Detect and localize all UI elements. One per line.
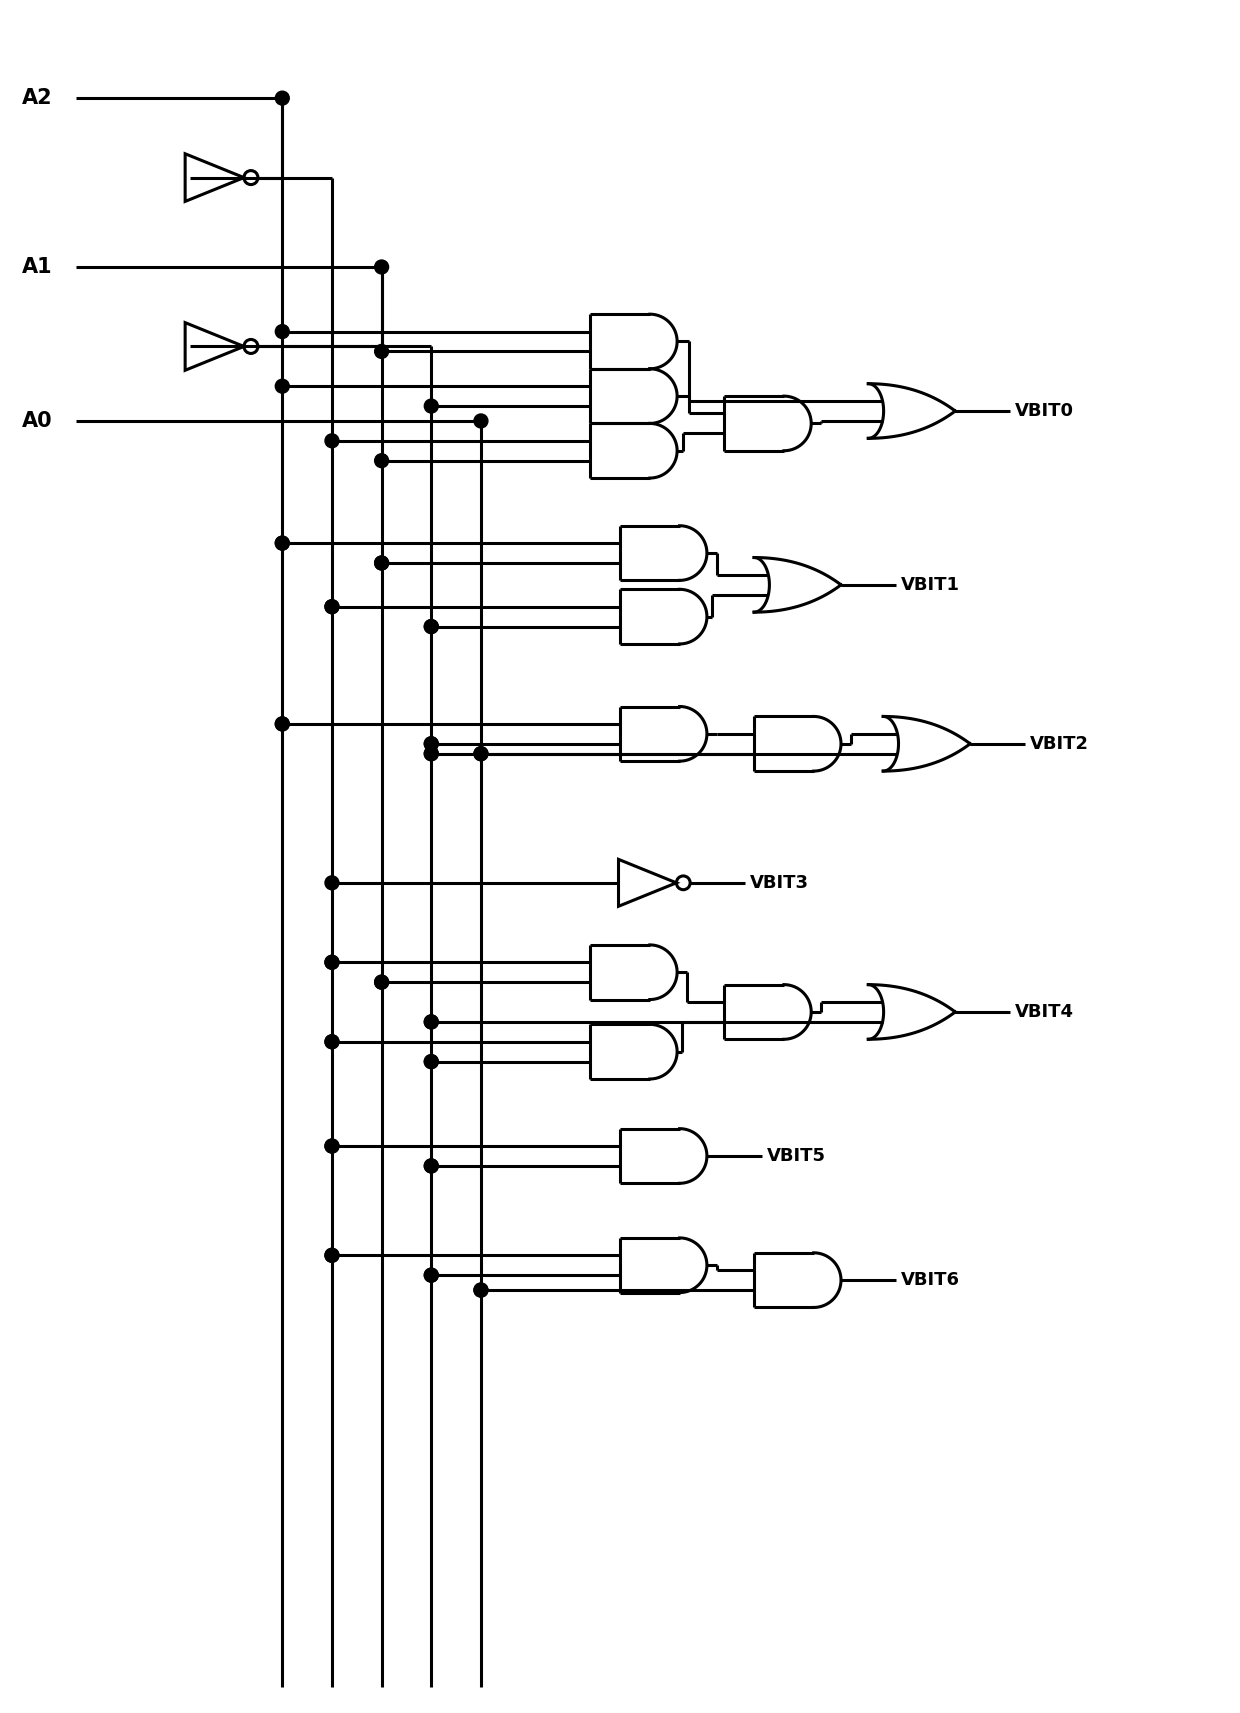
Text: VBIT0: VBIT0	[1014, 403, 1074, 420]
Circle shape	[424, 620, 438, 634]
Circle shape	[424, 1268, 438, 1281]
Circle shape	[474, 747, 487, 761]
Circle shape	[424, 1268, 438, 1281]
Circle shape	[325, 875, 339, 889]
Circle shape	[325, 1249, 339, 1262]
Circle shape	[275, 718, 289, 731]
Circle shape	[424, 1055, 438, 1069]
Text: VBIT1: VBIT1	[900, 576, 960, 594]
Circle shape	[275, 91, 289, 104]
Circle shape	[275, 536, 289, 550]
Circle shape	[374, 260, 388, 274]
Text: A1: A1	[22, 257, 52, 278]
Text: VBIT2: VBIT2	[1029, 735, 1089, 752]
Circle shape	[374, 975, 388, 988]
Circle shape	[424, 1160, 438, 1173]
Circle shape	[474, 1283, 487, 1297]
Circle shape	[474, 415, 487, 428]
Text: VBIT6: VBIT6	[900, 1271, 960, 1290]
Circle shape	[325, 600, 339, 613]
Circle shape	[374, 454, 388, 468]
Circle shape	[325, 956, 339, 970]
Text: VBIT4: VBIT4	[1014, 1002, 1074, 1021]
Circle shape	[424, 1160, 438, 1173]
Circle shape	[325, 1035, 339, 1048]
Circle shape	[424, 620, 438, 634]
Circle shape	[424, 399, 438, 413]
Circle shape	[275, 536, 289, 550]
Circle shape	[424, 1014, 438, 1030]
Circle shape	[275, 379, 289, 394]
Circle shape	[325, 1035, 339, 1048]
Circle shape	[374, 975, 388, 988]
Circle shape	[424, 737, 438, 750]
Circle shape	[325, 1139, 339, 1153]
Circle shape	[374, 557, 388, 570]
Circle shape	[424, 737, 438, 750]
Text: A2: A2	[22, 87, 52, 108]
Circle shape	[275, 324, 289, 339]
Circle shape	[424, 1014, 438, 1030]
Text: VBIT3: VBIT3	[750, 874, 808, 892]
Circle shape	[474, 1283, 487, 1297]
Circle shape	[374, 557, 388, 570]
Circle shape	[325, 1249, 339, 1262]
Circle shape	[374, 344, 388, 358]
Text: VBIT5: VBIT5	[766, 1148, 826, 1165]
Text: A0: A0	[22, 411, 52, 432]
Circle shape	[424, 747, 438, 761]
Circle shape	[325, 433, 339, 447]
Circle shape	[424, 747, 438, 761]
Circle shape	[424, 1055, 438, 1069]
Circle shape	[474, 747, 487, 761]
Circle shape	[275, 718, 289, 731]
Circle shape	[325, 956, 339, 970]
Circle shape	[325, 600, 339, 613]
Circle shape	[325, 1139, 339, 1153]
